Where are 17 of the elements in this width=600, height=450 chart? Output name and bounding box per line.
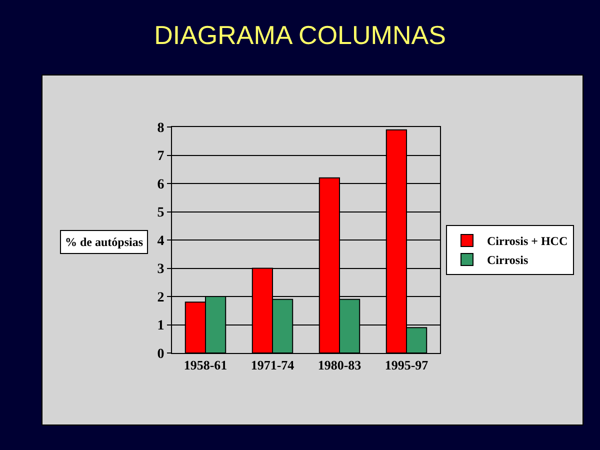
y-tick-label: 6 (157, 177, 164, 192)
y-tick-label: 8 (157, 120, 164, 136)
y-tick-label: 1 (157, 318, 164, 334)
legend-label: Cirrosis (487, 253, 528, 268)
y-tick-label: 2 (157, 290, 164, 306)
x-tick-label: 1958-61 (184, 358, 228, 373)
y-tick-label: 3 (157, 262, 164, 278)
y-tick-label: 0 (157, 346, 164, 362)
chart-title: DIAGRAMA COLUMNAS (154, 20, 446, 50)
y-tick-label: 5 (157, 206, 164, 221)
y-tick-label: 7 (157, 149, 164, 164)
y-axis-title: % de autópsias (65, 235, 144, 249)
legend-label: Cirrosis + HCC (487, 234, 568, 248)
x-tick-label: 1995-97 (384, 358, 429, 373)
x-tick-label: 1980-83 (318, 358, 362, 373)
y-tick-label: 4 (157, 234, 164, 249)
x-tick-label: 1971-74 (250, 358, 295, 373)
